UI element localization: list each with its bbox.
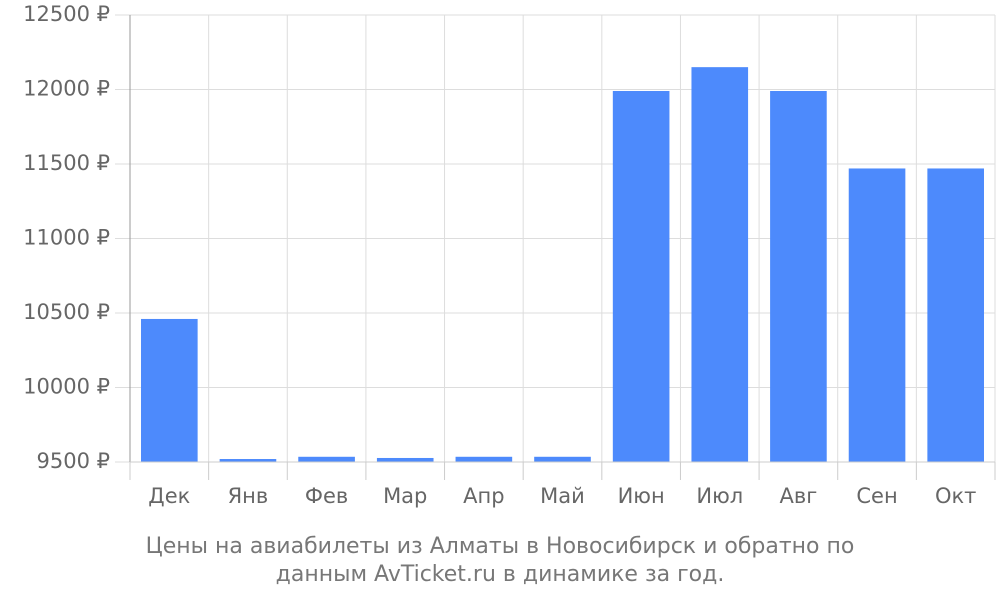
- x-tick-label: Янв: [228, 484, 269, 508]
- x-tick-label: Фев: [305, 484, 348, 508]
- x-tick-label: Май: [540, 484, 585, 508]
- bar: [770, 90, 827, 463]
- bar: [455, 456, 513, 462]
- bar: [691, 67, 749, 463]
- y-tick-label: 11000 ₽: [23, 226, 110, 250]
- x-tick-label: Июн: [618, 484, 665, 508]
- bar: [612, 90, 670, 463]
- x-tick-label: Мар: [383, 484, 427, 508]
- bar: [848, 168, 906, 462]
- bar: [298, 456, 355, 462]
- x-tick-label: Авг: [780, 484, 818, 508]
- x-tick-label: Июл: [696, 484, 743, 508]
- x-tick-label: Сен: [856, 484, 897, 508]
- x-tick-label: Окт: [935, 484, 976, 508]
- y-tick-label: 12500 ₽: [23, 2, 110, 26]
- bar: [219, 459, 277, 462]
- y-tick-label: 10000 ₽: [23, 375, 110, 399]
- y-tick-label: 12000 ₽: [23, 77, 110, 101]
- bar: [376, 457, 434, 462]
- y-tick-label: 11500 ₽: [23, 151, 110, 175]
- y-tick-label: 10500 ₽: [23, 300, 110, 324]
- chart: 9500 ₽ 10000 ₽ 10500 ₽ 11000 ₽ 11500 ₽ 12000 …: [23, 2, 996, 508]
- bar: [927, 168, 984, 462]
- chart-title: Цены на авиабилеты из Алматы в Новосибир…: [145, 534, 855, 587]
- y-tick-label: 9500 ₽: [37, 449, 110, 473]
- bar: [534, 456, 591, 462]
- x-tick-label: Апр: [463, 484, 504, 508]
- bar: [141, 318, 198, 462]
- x-tick-label: Дек: [148, 484, 190, 508]
